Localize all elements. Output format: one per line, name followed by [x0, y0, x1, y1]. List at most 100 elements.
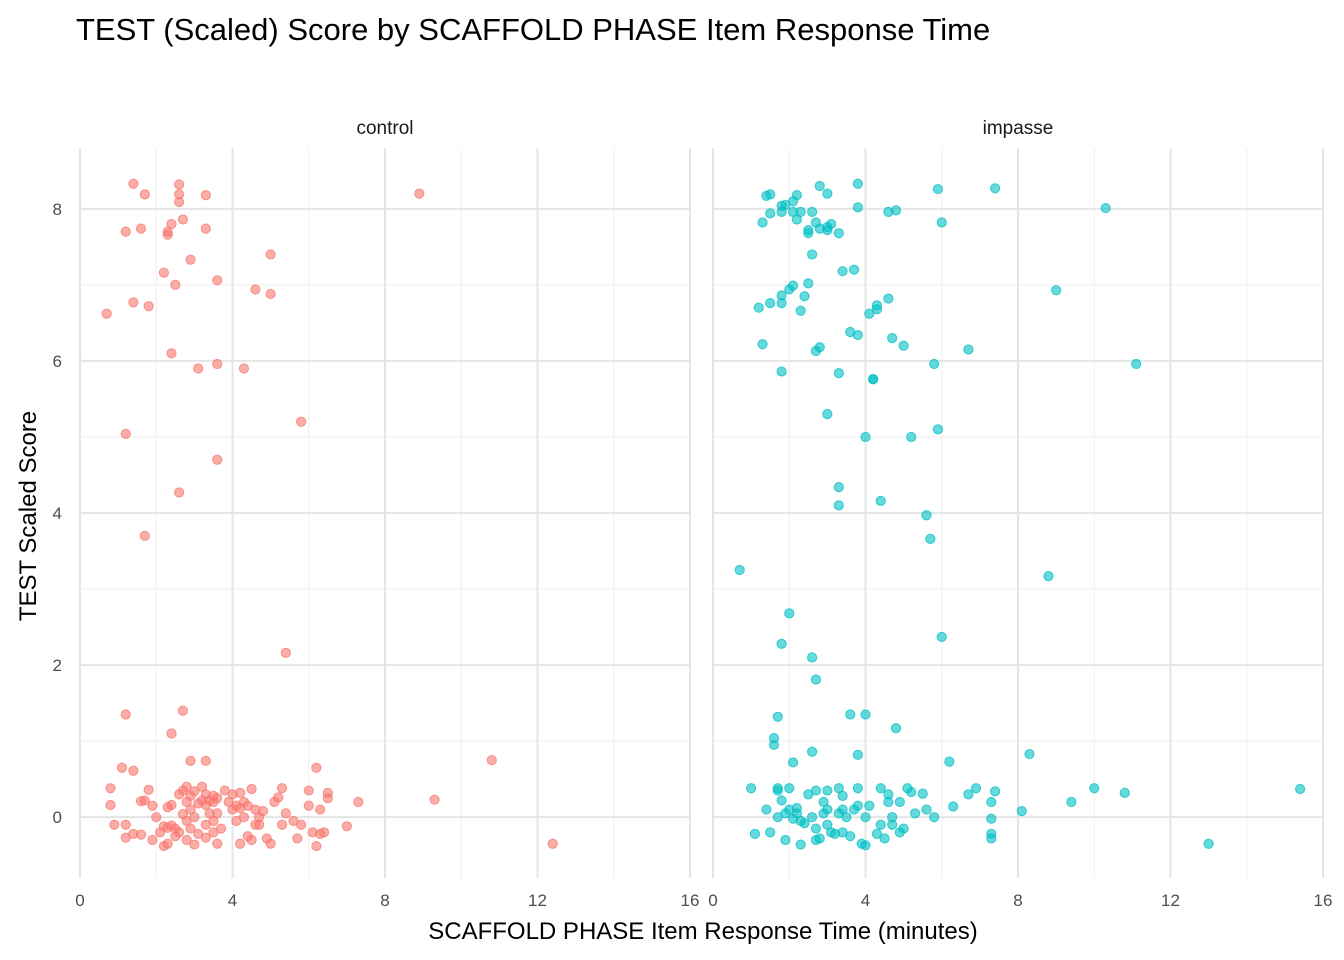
- data-point: [120, 709, 131, 720]
- data-point: [250, 284, 261, 295]
- data-point: [158, 267, 169, 278]
- data-point: [311, 762, 322, 773]
- data-point: [177, 705, 189, 716]
- x-tick-label: 12: [1161, 891, 1180, 910]
- data-point: [265, 288, 276, 300]
- data-point: [166, 799, 177, 811]
- data-point: [929, 812, 940, 823]
- data-point: [810, 345, 822, 357]
- data-point: [341, 821, 352, 832]
- data-point: [772, 785, 783, 796]
- data-point: [776, 298, 787, 309]
- data-point: [860, 812, 871, 823]
- data-point: [776, 206, 787, 217]
- data-point: [212, 275, 223, 286]
- data-point: [1089, 783, 1100, 794]
- data-point: [795, 206, 806, 217]
- data-point: [768, 739, 780, 751]
- data-point: [860, 840, 871, 851]
- data-point: [921, 510, 932, 521]
- data-point: [875, 783, 886, 794]
- data-point: [814, 833, 825, 844]
- data-point: [212, 838, 223, 849]
- data-point: [890, 723, 902, 734]
- data-point: [848, 264, 860, 275]
- data-point: [852, 329, 863, 341]
- data-point: [280, 808, 291, 819]
- data-point: [803, 278, 814, 289]
- data-point: [547, 838, 558, 849]
- data-point: [1043, 571, 1054, 582]
- data-point: [845, 831, 856, 842]
- data-point: [200, 832, 211, 843]
- data-point: [189, 839, 200, 850]
- data-point: [875, 495, 886, 506]
- data-point: [265, 249, 276, 260]
- data-point: [765, 298, 776, 309]
- data-point: [120, 428, 131, 440]
- data-point: [318, 827, 330, 838]
- data-point: [894, 796, 905, 808]
- data-point: [174, 179, 185, 190]
- y-tick-label: 0: [53, 808, 62, 827]
- data-point: [238, 812, 250, 823]
- data-point: [898, 823, 909, 834]
- data-point: [833, 228, 844, 239]
- x-tick-label: 8: [380, 891, 389, 910]
- data-point: [265, 838, 276, 849]
- data-point: [174, 827, 185, 838]
- data-point: [852, 178, 863, 189]
- data-point: [147, 800, 158, 811]
- data-point: [200, 223, 211, 234]
- data-point: [235, 838, 246, 849]
- data-point: [925, 533, 936, 544]
- data-point: [883, 796, 894, 808]
- data-point: [120, 226, 131, 237]
- data-point: [986, 796, 997, 808]
- data-point: [1066, 796, 1077, 808]
- data-point: [810, 674, 822, 685]
- data-point: [1100, 202, 1111, 214]
- data-point: [1203, 838, 1214, 849]
- data-point: [906, 786, 917, 798]
- data-point: [841, 812, 852, 823]
- data-point: [799, 818, 810, 829]
- data-point: [276, 819, 288, 830]
- data-point: [776, 366, 787, 377]
- x-tick-label: 0: [75, 891, 84, 910]
- data-point: [963, 344, 974, 355]
- data-point: [162, 838, 173, 849]
- data-point: [807, 746, 818, 757]
- data-point: [147, 834, 158, 846]
- data-point: [810, 823, 822, 834]
- data-point: [814, 180, 825, 192]
- data-point: [776, 795, 787, 806]
- data-point: [860, 709, 871, 720]
- data-point: [135, 223, 147, 234]
- data-point: [257, 805, 269, 817]
- data-point: [135, 829, 147, 840]
- data-point: [833, 482, 844, 493]
- facet-label: control: [356, 118, 413, 139]
- data-point: [429, 794, 440, 805]
- data-point: [1024, 748, 1035, 760]
- data-point: [246, 783, 257, 795]
- data-point: [128, 178, 139, 189]
- data-point: [128, 297, 139, 308]
- data-point: [807, 206, 818, 217]
- data-point: [852, 202, 863, 213]
- facet-label: impasse: [983, 118, 1054, 139]
- data-point: [837, 266, 848, 277]
- data-point: [185, 823, 196, 834]
- chart-panels: control 0 4 8 12 16 0 2 4 6 8 impasse 0 4 8 12 16: [53, 118, 1333, 910]
- data-point: [826, 218, 837, 230]
- data-point: [852, 800, 863, 811]
- data-point: [932, 424, 944, 435]
- y-tick-label: 4: [53, 504, 62, 523]
- data-point: [868, 374, 879, 385]
- data-point: [921, 804, 932, 815]
- data-point: [765, 827, 776, 838]
- data-point: [833, 367, 844, 379]
- data-point: [799, 291, 810, 302]
